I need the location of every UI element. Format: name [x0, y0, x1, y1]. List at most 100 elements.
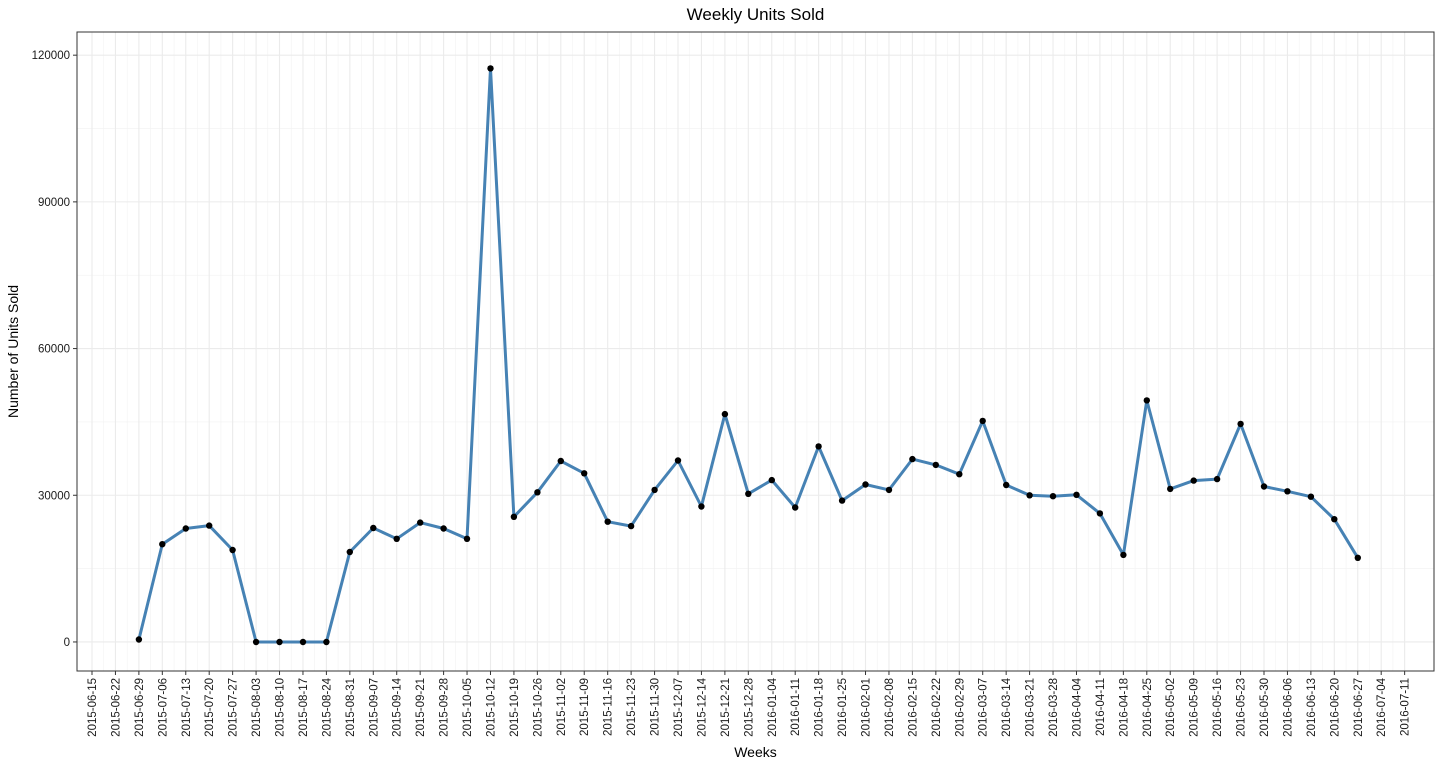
y-axis-title: Number of Units Sold	[5, 285, 21, 418]
x-tick-label: 2015-09-14	[392, 677, 404, 736]
x-tick-label: 2016-01-25	[837, 678, 849, 737]
data-point	[557, 457, 564, 465]
data-point	[1213, 475, 1221, 483]
data-point	[1307, 493, 1315, 500]
data-point	[417, 519, 424, 526]
data-point	[581, 470, 588, 477]
data-point	[1120, 551, 1127, 559]
x-tick-label: 2016-03-14	[1001, 677, 1013, 736]
data-point	[463, 535, 471, 542]
data-point	[815, 443, 822, 450]
x-tick-label: 2016-05-09	[1189, 678, 1201, 737]
data-point	[1096, 510, 1104, 517]
data-point	[534, 489, 541, 496]
data-point	[1260, 483, 1268, 490]
y-tick-label: 30000	[38, 490, 70, 502]
data-point	[276, 638, 283, 646]
data-point	[604, 518, 611, 525]
y-tick-label: 0	[64, 637, 70, 649]
data-point	[510, 513, 518, 520]
data-point	[885, 486, 893, 494]
x-tick-label: 2016-01-18	[814, 678, 826, 737]
y-tick-label: 60000	[38, 344, 70, 356]
panel-border	[76, 31, 1435, 672]
data-point	[838, 497, 846, 504]
data-point	[721, 410, 729, 418]
x-tick-label: 2016-04-11	[1095, 678, 1107, 736]
data-point	[698, 503, 705, 510]
x-axis-ticks: 2015-06-15 2015-06-22 2015-06-29 2015-07-06…	[87, 671, 1412, 737]
data-point	[1331, 516, 1338, 523]
data-point	[1049, 493, 1057, 500]
x-tick-label: 2015-08-03	[251, 678, 263, 737]
x-tick-label: 2015-08-10	[275, 678, 287, 737]
y-tick-label: 90000	[38, 197, 70, 209]
x-tick-label: 2015-10-12	[485, 678, 497, 737]
x-tick-label: 2016-06-13	[1306, 678, 1318, 737]
x-tick-label: 2015-07-27	[228, 678, 240, 737]
x-tick-label: 2015-09-07	[368, 678, 380, 737]
x-tick-label: 2016-02-29	[954, 678, 966, 737]
data-point	[932, 461, 939, 469]
data-point	[1190, 477, 1197, 484]
data-point	[745, 490, 752, 497]
x-tick-label: 2015-10-26	[532, 678, 544, 737]
x-tick-label: 2016-05-02	[1165, 678, 1177, 737]
y-axis-ticks: 0 30000 60000 90000 120000	[32, 50, 77, 649]
x-tick-label: 2015-07-06	[157, 678, 169, 737]
data-point	[252, 638, 260, 646]
x-tick-label: 2016-01-04	[767, 677, 779, 736]
x-tick-label: 2016-05-30	[1259, 678, 1271, 737]
data-point	[1143, 397, 1151, 404]
x-tick-label: 2015-06-22	[110, 678, 122, 737]
y-tick-label: 120000	[32, 50, 70, 62]
x-tick-label: 2016-04-25	[1142, 678, 1154, 737]
data-point	[979, 417, 986, 425]
x-tick-label: 2016-06-06	[1282, 678, 1294, 737]
data-point	[862, 481, 869, 488]
data-point	[182, 525, 189, 532]
x-tick-label: 2016-05-23	[1236, 678, 1248, 737]
data-point	[674, 457, 682, 464]
data-point	[1003, 481, 1010, 489]
x-tick-label: 2015-10-19	[509, 678, 521, 737]
data-point	[206, 522, 213, 529]
x-tick-label: 2015-12-21	[720, 678, 732, 737]
x-tick-label: 2015-11-16	[603, 678, 615, 736]
data-point	[909, 455, 916, 463]
data-point	[768, 476, 775, 484]
chart-title: Weekly Units Sold	[687, 5, 825, 24]
data-point	[792, 504, 799, 511]
x-tick-label: 2015-07-20	[204, 678, 216, 737]
x-tick-label: 2016-02-22	[931, 678, 943, 737]
x-tick-label: 2015-11-23	[626, 678, 638, 736]
x-tick-label: 2015-10-05	[462, 678, 474, 737]
x-tick-label: 2016-02-08	[884, 678, 896, 737]
data-point	[651, 486, 658, 494]
x-tick-label: 2015-09-28	[439, 678, 451, 737]
data-point	[393, 535, 400, 542]
x-tick-label: 2016-04-18	[1118, 678, 1130, 737]
data-point	[299, 638, 307, 646]
x-tick-label: 2015-12-28	[743, 678, 755, 737]
x-tick-label: 2016-02-01	[861, 678, 873, 737]
x-tick-label: 2016-06-27	[1353, 678, 1365, 737]
data-point	[1354, 554, 1362, 561]
series-layer	[135, 65, 1362, 646]
data-point	[370, 524, 377, 532]
x-tick-label: 2015-08-24	[321, 677, 333, 736]
x-tick-label: 2015-11-30	[650, 678, 662, 736]
x-tick-label: 2015-06-29	[134, 678, 146, 737]
x-tick-label: 2015-07-13	[181, 678, 193, 737]
x-tick-label: 2016-05-16	[1212, 678, 1224, 737]
data-point	[627, 522, 635, 530]
data-point	[1167, 485, 1174, 493]
data-point	[159, 541, 166, 548]
x-tick-label: 2016-02-15	[907, 678, 919, 737]
x-tick-label: 2016-07-04	[1376, 677, 1388, 736]
data-point	[440, 525, 447, 532]
x-tick-label: 2016-06-20	[1329, 678, 1341, 737]
data-point	[956, 471, 963, 478]
